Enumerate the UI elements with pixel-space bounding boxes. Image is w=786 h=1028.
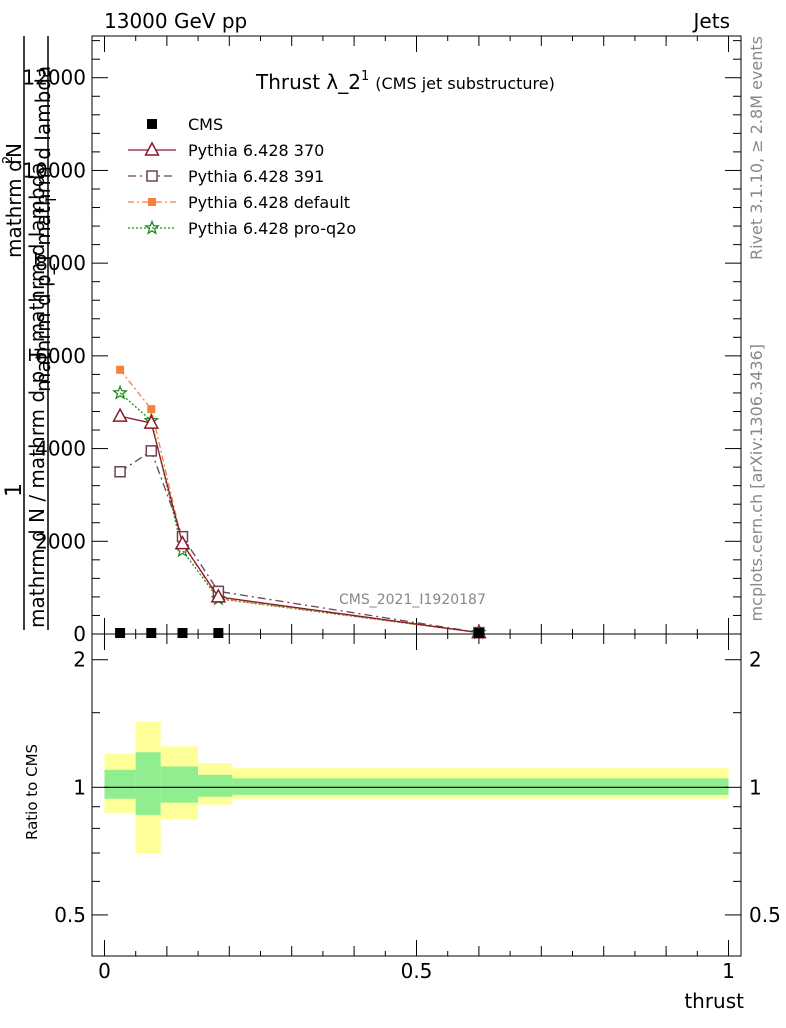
legend-label: Pythia 6.428 default (188, 193, 350, 212)
series-point (114, 466, 126, 478)
header-right: Jets (692, 9, 730, 33)
legend-label: Pythia 6.428 391 (188, 167, 324, 186)
ratio-ytick-label-left: 1 (73, 775, 86, 799)
x-axis-label: thrust (684, 989, 744, 1013)
ylabel-numerator-left: mathrm d (2, 159, 26, 258)
legend-entry: Pythia 6.428 pro-q2o (128, 219, 356, 238)
ratio-band-inner (160, 766, 199, 803)
ylabel-upper-line: mathrm d p_T mathrm d lambda (31, 66, 55, 392)
series-point (213, 628, 224, 638)
legend-entry: Pythia 6.428 370 (128, 141, 324, 160)
legend: CMS Pythia 6.428 370 Pythia 6.428 391 Pythi… (128, 115, 356, 238)
plot-title-main: Thrust λ_2 (255, 70, 361, 94)
ratio-ytick-label-right: 1 (749, 775, 762, 799)
ratio-ylabel: Ratio to CMS (23, 744, 41, 840)
plot-title-sub: (CMS jet substructure) (375, 74, 555, 93)
top-ytick-label: 8000 (35, 251, 86, 275)
ratio-band-inner (104, 769, 136, 799)
ylabel-numerator-right: N (2, 143, 26, 158)
legend-marker (144, 141, 160, 156)
ratio-ytick-label-left: 0.5 (54, 903, 86, 927)
top-ytick-label: 12000 (22, 66, 86, 90)
top-panel-ytick-labels: 0 2000 4000 6000 8000 10000 12000 (22, 66, 86, 646)
series-point (116, 365, 125, 374)
series-0 (115, 628, 484, 638)
series-point (177, 628, 188, 638)
series-point (115, 628, 126, 638)
ratio-band-inner (135, 752, 161, 816)
legend-label: Pythia 6.428 370 (188, 141, 324, 160)
series-point (112, 384, 128, 400)
ylabel-top: 1 mathrm d N 2 mathrm d p_T mathrm d lam… (1, 36, 60, 630)
series-point (147, 405, 156, 414)
series-point (174, 535, 191, 550)
rivet-label: Rivet 3.1.10, ≥ 2.8M events (747, 36, 766, 260)
ratio-ytick-label-right: 0.5 (749, 903, 781, 927)
series-point (146, 628, 157, 638)
plot-title: Thrust λ_21 (CMS jet substructure) (255, 69, 555, 94)
ylabel-numerator-super: 2 (1, 156, 16, 164)
legend-marker (148, 198, 156, 206)
top-ytick-label: 2000 (35, 529, 86, 553)
series-point (112, 407, 128, 422)
series-line (119, 369, 479, 634)
legend-label: CMS (188, 115, 223, 134)
series-point (145, 445, 158, 457)
plot-title-sup: 1 (361, 69, 369, 84)
xtick-label: 1 (722, 959, 735, 983)
legend-entry: Pythia 6.428 default (128, 193, 350, 212)
ylabel-one: 1 (2, 483, 27, 497)
legend-label: Pythia 6.428 pro-q2o (188, 219, 356, 238)
legend-marker (144, 219, 160, 235)
xtick-label: 0 (98, 959, 111, 983)
top-ytick-label: 0 (73, 622, 86, 646)
top-ytick-label: 6000 (35, 344, 86, 368)
legend-marker (146, 170, 158, 182)
analysis-watermark: CMS_2021_I1920187 (339, 592, 486, 608)
mcplots-label: mcplots.cern.ch [arXiv:1306.3436] (747, 344, 766, 621)
series-point (210, 588, 227, 603)
ratio-panel-xtick-labels: 0 0.5 1 (98, 959, 735, 983)
header-left: 13000 GeV pp (104, 9, 247, 33)
ylabel-lower-line: mathrm d N / mathrm d p_T mathrm d lambd… (25, 162, 49, 628)
ratio-ytick-label-right: 2 (749, 648, 762, 672)
ylabel-subscript-t: T (44, 195, 60, 205)
ratio-panel-ytick-labels: 0.5 0.5 1 1 2 2 (54, 648, 781, 927)
top-ytick-label: 4000 (35, 437, 86, 461)
ratio-ytick-label-left: 2 (73, 648, 86, 672)
legend-marker (147, 119, 157, 129)
top-ytick-label: 10000 (22, 158, 86, 182)
legend-entry: Pythia 6.428 391 (128, 167, 324, 186)
series-point (143, 414, 160, 429)
top-panel-series (112, 365, 487, 640)
series-point (473, 628, 484, 638)
top-panel-ticks (92, 36, 741, 635)
ratio-band-inner (198, 774, 233, 797)
xtick-label: 0.5 (401, 959, 433, 983)
legend-entry: CMS (147, 115, 223, 134)
ratio-band-inner (232, 778, 729, 795)
ratio-panel-ticks (92, 634, 741, 956)
